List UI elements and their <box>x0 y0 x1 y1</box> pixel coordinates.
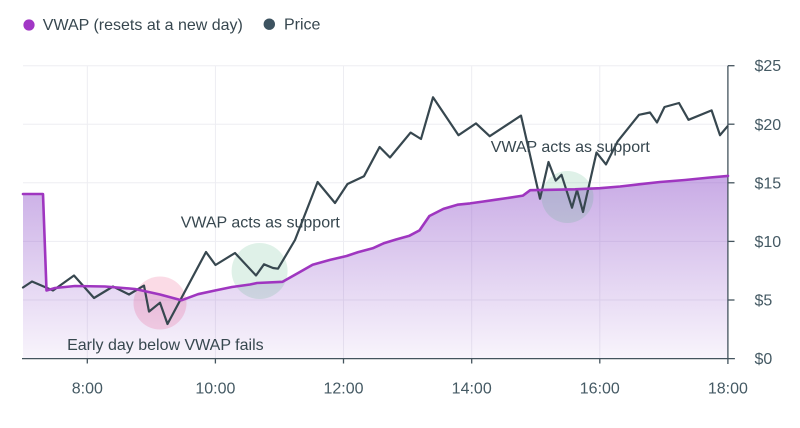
svg-text:$20: $20 <box>755 117 782 134</box>
svg-text:$10: $10 <box>755 234 782 251</box>
svg-text:Price: Price <box>284 17 321 34</box>
svg-text:VWAP acts as support: VWAP acts as support <box>491 139 651 156</box>
svg-text:18:00: 18:00 <box>708 381 748 398</box>
svg-text:16:00: 16:00 <box>580 381 620 398</box>
svg-text:10:00: 10:00 <box>195 381 235 398</box>
svg-text:VWAP (resets at a new day): VWAP (resets at a new day) <box>43 17 243 34</box>
svg-text:14:00: 14:00 <box>452 381 492 398</box>
svg-text:VWAP acts as support: VWAP acts as support <box>181 215 341 232</box>
svg-text:8:00: 8:00 <box>72 381 103 398</box>
svg-text:Early day below VWAP fails: Early day below VWAP fails <box>67 337 264 354</box>
svg-text:$5: $5 <box>755 293 773 310</box>
svg-text:12:00: 12:00 <box>323 381 363 398</box>
svg-text:$0: $0 <box>755 351 773 368</box>
svg-text:$15: $15 <box>755 175 782 192</box>
svg-text:$25: $25 <box>755 58 782 75</box>
